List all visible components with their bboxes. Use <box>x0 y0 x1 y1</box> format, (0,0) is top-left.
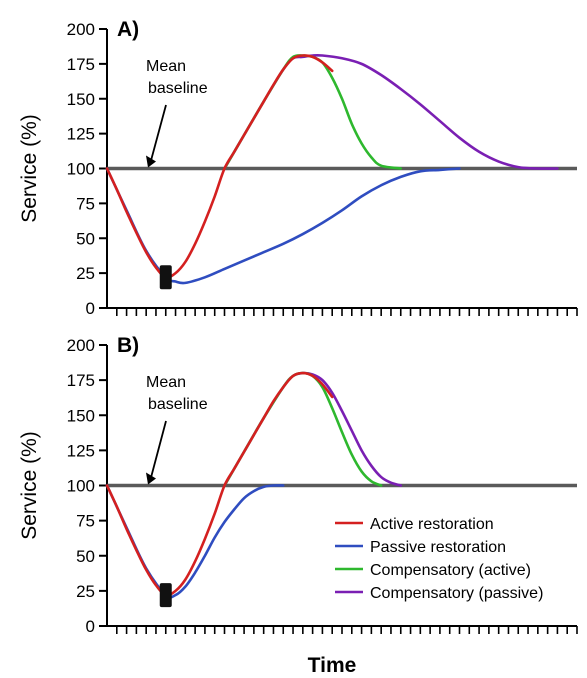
y-tick-label: 25 <box>76 264 95 283</box>
baseline-arrow-head <box>146 155 156 168</box>
baseline-arrow <box>150 104 167 161</box>
y-tick-label: 75 <box>76 512 95 531</box>
disturbance-marker <box>159 265 172 290</box>
y-tick-label: 200 <box>67 20 95 39</box>
disturbance-marker <box>159 583 172 608</box>
panel-label: A) <box>117 18 139 41</box>
compensatory-passive-line <box>223 371 403 487</box>
baseline-arrow <box>150 420 167 478</box>
active-restoration-line <box>105 54 334 279</box>
baseline-annotation-line2: baseline <box>148 80 208 97</box>
y-tick-label: 25 <box>76 582 95 601</box>
baseline-arrow-head <box>146 472 156 485</box>
panel-a: A) Service (%) 0 25 50 75 100 125 150 175 200 Mean b… <box>18 18 578 318</box>
compensatory-active-line <box>223 371 383 487</box>
y-tick-label: 175 <box>67 371 95 390</box>
y-tick-label: 150 <box>67 406 95 425</box>
compensatory-passive-line <box>223 53 559 170</box>
active-restoration-line <box>105 371 334 597</box>
compensatory-active-line <box>223 54 403 170</box>
panel-b: B) Service (%) 0 25 50 75 100 125 150 175 200 Mean b… <box>18 334 578 636</box>
y-tick-label: 200 <box>67 336 95 355</box>
y-tick-label: 100 <box>67 477 95 496</box>
panel-label: B) <box>117 334 139 357</box>
legend-label: Compensatory (passive) <box>370 585 543 602</box>
y-tick-label: 150 <box>67 90 95 109</box>
y-tick-label: 125 <box>67 125 95 144</box>
baseline-annotation-line2: baseline <box>148 396 208 413</box>
passive-restoration-line <box>105 167 461 285</box>
baseline-annotation-line1: Mean <box>146 374 186 391</box>
legend-label: Active restoration <box>370 516 494 533</box>
legend-label: Passive restoration <box>370 539 506 556</box>
y-axis-title: Service (%) <box>18 114 41 223</box>
y-tick-label: 175 <box>67 55 95 74</box>
legend-label: Compensatory (active) <box>370 562 531 579</box>
y-tick-label: 0 <box>86 617 95 636</box>
y-tick-label: 50 <box>76 547 95 566</box>
y-tick-label: 50 <box>76 229 95 248</box>
y-tick-label: 0 <box>86 299 95 318</box>
y-tick-label: 100 <box>67 160 95 179</box>
y-tick-label: 125 <box>67 441 95 460</box>
x-axis-label: Time <box>308 654 357 677</box>
y-tick-label: 75 <box>76 194 95 213</box>
baseline-annotation-line1: Mean <box>146 58 186 75</box>
y-axis-title: Service (%) <box>18 431 41 540</box>
